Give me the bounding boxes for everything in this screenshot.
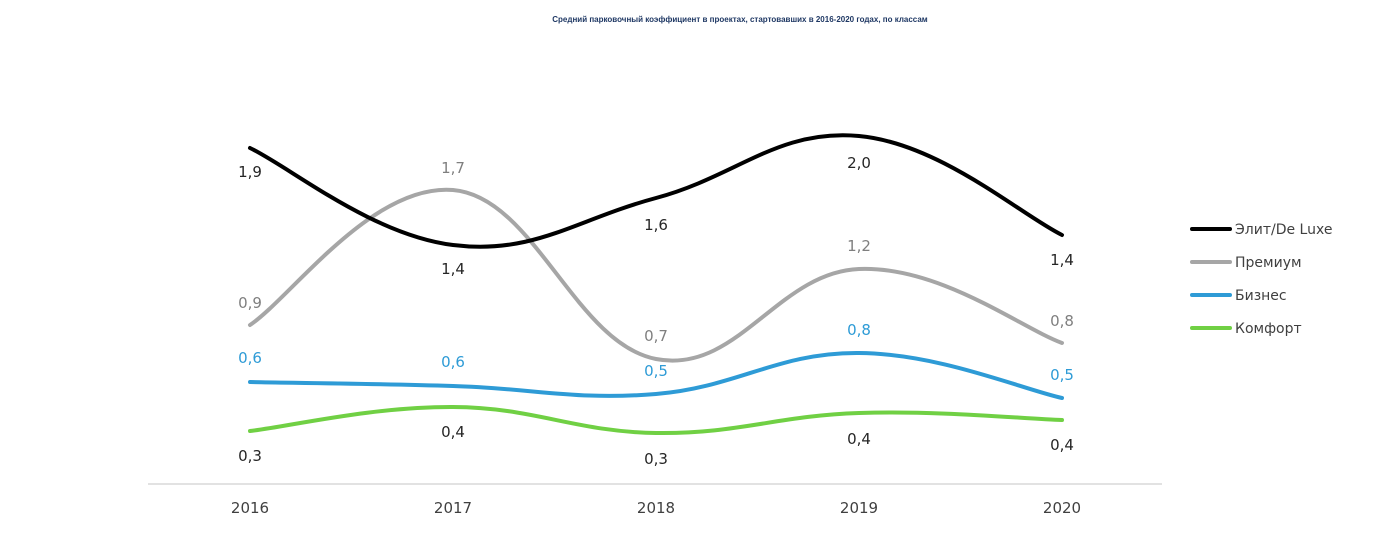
data-label: 0,4 bbox=[441, 423, 465, 441]
data-label: 0,6 bbox=[441, 353, 465, 371]
x-tick-labels: 2016 2017 2018 2019 2020 bbox=[231, 499, 1081, 517]
x-tick-label: 2017 bbox=[434, 499, 472, 517]
data-label: 0,3 bbox=[644, 450, 668, 468]
data-label: 0,6 bbox=[238, 349, 262, 367]
legend-label: Элит/De Luxe bbox=[1235, 222, 1332, 238]
data-label: 0,5 bbox=[644, 362, 668, 380]
data-label: 0,8 bbox=[847, 321, 871, 339]
series-line-1 bbox=[248, 133, 1064, 249]
legend-label: Премиум bbox=[1235, 255, 1302, 271]
data-label: 1,7 bbox=[441, 159, 465, 177]
data-labels: 1,9 1,4 1,6 2,0 1,4 0,9 1,7 0,7 1,2 0,8 0,6 0,6 0,5 0… bbox=[238, 154, 1074, 468]
chart-title: Средний парковочный коэффициент в проект… bbox=[552, 15, 928, 24]
x-tick-label: 2018 bbox=[637, 499, 675, 517]
data-label: 0,9 bbox=[238, 294, 262, 312]
x-tick-label: 2020 bbox=[1043, 499, 1081, 517]
data-label: 1,2 bbox=[847, 237, 871, 255]
series-line-4 bbox=[248, 404, 1064, 436]
data-label: 1,4 bbox=[1050, 251, 1074, 269]
data-label: 1,4 bbox=[441, 260, 465, 278]
data-label: 1,9 bbox=[238, 163, 262, 181]
data-label: 0,7 bbox=[644, 327, 668, 345]
legend: Элит/De Luxe Премиум Бизнес Комфорт bbox=[1190, 222, 1332, 337]
data-label: 2,0 bbox=[847, 154, 871, 172]
data-label: 0,8 bbox=[1050, 312, 1074, 330]
data-label: 0,4 bbox=[847, 430, 871, 448]
data-label: 0,5 bbox=[1050, 366, 1074, 384]
data-label: 1,6 bbox=[644, 216, 668, 234]
series-line-2 bbox=[248, 187, 1064, 363]
data-label: 0,3 bbox=[238, 447, 262, 465]
x-tick-label: 2019 bbox=[840, 499, 878, 517]
series-lines bbox=[248, 133, 1064, 436]
data-label: 0,4 bbox=[1050, 436, 1074, 454]
series-line-3 bbox=[248, 350, 1064, 400]
legend-label: Бизнес bbox=[1235, 288, 1287, 304]
legend-label: Комфорт bbox=[1235, 321, 1302, 337]
x-tick-label: 2016 bbox=[231, 499, 269, 517]
